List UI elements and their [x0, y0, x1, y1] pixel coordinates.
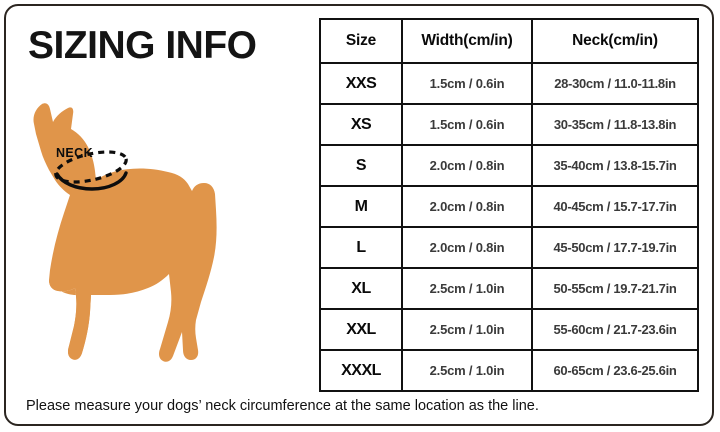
cell-neck: 28-30cm / 11.0-11.8in	[531, 62, 699, 105]
cell-width: 2.5cm / 1.0in	[401, 267, 533, 310]
table-row: XS 1.5cm / 0.6in 30-35cm / 11.8-13.8in	[319, 103, 699, 146]
table-row: XXXL 2.5cm / 1.0in 60-65cm / 23.6-25.6in	[319, 349, 699, 392]
cell-width: 2.0cm / 0.8in	[401, 185, 533, 228]
cell-width: 1.5cm / 0.6in	[401, 103, 533, 146]
cell-width: 2.5cm / 1.0in	[401, 349, 533, 392]
cell-size: XL	[319, 267, 403, 310]
dog-body-shape	[33, 103, 217, 362]
table-row: XL 2.5cm / 1.0in 50-55cm / 19.7-21.7in	[319, 267, 699, 310]
measurement-instruction-caption: Please measure your dogs’ neck circumfer…	[26, 398, 539, 414]
table-header: Size Width(cm/in) Neck(cm/in)	[319, 18, 699, 64]
cell-size: L	[319, 226, 403, 269]
cell-neck: 60-65cm / 23.6-25.6in	[531, 349, 699, 392]
table-header-row: Size Width(cm/in) Neck(cm/in)	[319, 18, 699, 64]
cell-neck: 50-55cm / 19.7-21.7in	[531, 267, 699, 310]
cell-size: S	[319, 144, 403, 187]
table-row: L 2.0cm / 0.8in 45-50cm / 17.7-19.7in	[319, 226, 699, 269]
cell-width: 2.0cm / 0.8in	[401, 144, 533, 187]
column-header-width: Width(cm/in)	[401, 18, 533, 64]
size-table-container: Size Width(cm/in) Neck(cm/in) XXS 1.5cm …	[319, 18, 699, 392]
table-body: XXS 1.5cm / 0.6in 28-30cm / 11.0-11.8in …	[319, 62, 699, 392]
table-row: XXL 2.5cm / 1.0in 55-60cm / 21.7-23.6in	[319, 308, 699, 351]
table-row: M 2.0cm / 0.8in 40-45cm / 15.7-17.7in	[319, 185, 699, 228]
neck-label: NECK	[56, 146, 94, 160]
cell-neck: 45-50cm / 17.7-19.7in	[531, 226, 699, 269]
size-table: Size Width(cm/in) Neck(cm/in) XXS 1.5cm …	[319, 18, 699, 392]
cell-neck: 40-45cm / 15.7-17.7in	[531, 185, 699, 228]
cell-neck: 30-35cm / 11.8-13.8in	[531, 103, 699, 146]
cell-width: 1.5cm / 0.6in	[401, 62, 533, 105]
dog-silhouette-illustration	[33, 103, 217, 362]
sizing-info-card: SIZING INFO NECK Size Width(cm/in) Neck(…	[4, 4, 714, 426]
neck-measure-ring	[54, 150, 128, 191]
table-row: XXS 1.5cm / 0.6in 28-30cm / 11.0-11.8in	[319, 62, 699, 105]
illustration-panel: SIZING INFO NECK	[6, 6, 312, 386]
page-title: SIZING INFO	[28, 24, 257, 67]
column-header-neck: Neck(cm/in)	[531, 18, 699, 64]
cell-width: 2.0cm / 0.8in	[401, 226, 533, 269]
cell-size: XS	[319, 103, 403, 146]
column-header-size: Size	[319, 18, 403, 64]
table-row: S 2.0cm / 0.8in 35-40cm / 13.8-15.7in	[319, 144, 699, 187]
cell-neck: 35-40cm / 13.8-15.7in	[531, 144, 699, 187]
cell-size: M	[319, 185, 403, 228]
cell-size: XXS	[319, 62, 403, 105]
cell-width: 2.5cm / 1.0in	[401, 308, 533, 351]
cell-size: XXXL	[319, 349, 403, 392]
cell-neck: 55-60cm / 21.7-23.6in	[531, 308, 699, 351]
cell-size: XXL	[319, 308, 403, 351]
